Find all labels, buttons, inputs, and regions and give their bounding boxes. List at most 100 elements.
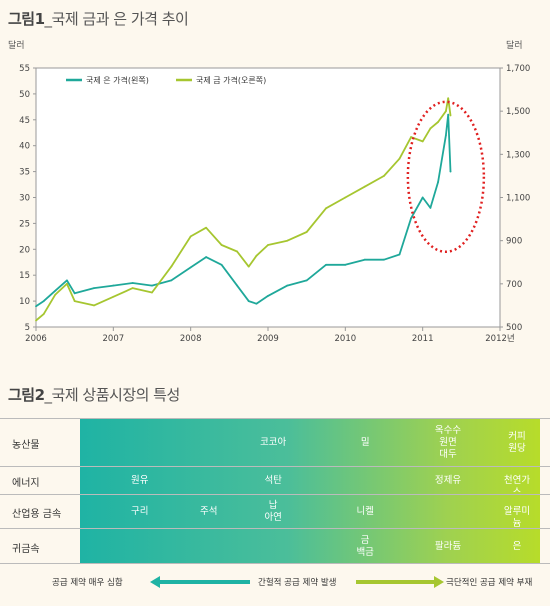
left-tick-label: 50 (19, 90, 30, 100)
x-tick-label: 2008 (180, 334, 202, 344)
commodity-cell: 커피 원당 (508, 431, 526, 454)
series-point (131, 282, 134, 284)
arrow-mid-label: 간헐적 공급 제약 발생 (258, 578, 337, 588)
left-tick-label: 20 (19, 245, 30, 255)
series-point (151, 284, 153, 287)
series-point (170, 279, 173, 282)
commodity-cell: 은 (512, 540, 522, 552)
table-row: 에너지 원유 석탄 정제유 천연가스 (0, 466, 550, 498)
left-axis-unit: 달러 (8, 39, 25, 51)
commodity-cell: 납 아연 (264, 500, 282, 523)
series-point (35, 319, 37, 322)
series-point (247, 300, 250, 302)
x-tick-label: 2006 (25, 334, 47, 344)
left-tick-label: 55 (19, 64, 30, 74)
commodity-cell: 코코아 (260, 437, 287, 448)
supply-constraint-gradient-band (80, 418, 540, 563)
left-tick-label: 30 (19, 194, 30, 204)
series-point (305, 231, 308, 233)
figure1-title: 그림1_국제 금과 은 가격 추이 (8, 8, 189, 29)
arrow-right-label: 극단적인 공급 제약 부재 (446, 578, 533, 588)
series-point (42, 300, 45, 302)
series-point (421, 196, 424, 199)
series-point (286, 284, 289, 287)
series-point (286, 239, 289, 242)
right-tick-label: 900 (506, 237, 522, 247)
table-row: 농산물 코코아 밀 옥수수 원면 대두 커피 원당 (0, 418, 550, 467)
commodity-cell: 금 백금 (356, 534, 374, 558)
series-point (267, 244, 269, 246)
series-point (429, 206, 432, 209)
figure2-title-text: _국제 상품시장의 특성 (44, 386, 181, 404)
series-point (54, 293, 57, 296)
series-point (205, 256, 208, 258)
left-tick-label: 35 (19, 168, 30, 178)
series-point (410, 136, 412, 138)
row-label: 귀금속 (12, 543, 40, 555)
series-point (410, 217, 412, 220)
series-point (421, 140, 424, 143)
series-point (73, 292, 76, 295)
series-point (437, 181, 440, 183)
right-tick-label: 1,100 (506, 194, 530, 204)
series-point (398, 157, 401, 160)
series-point (449, 114, 452, 117)
series-point (429, 127, 432, 130)
commodity-cell: 천연가스 (503, 475, 531, 498)
row-label: 에너지 (12, 478, 40, 489)
commodity-cell: 구리 (131, 506, 149, 517)
highlight-ellipse (406, 100, 486, 254)
commodity-cell: 밀 (360, 437, 370, 448)
commodity-cell: 니켈 (356, 506, 374, 517)
series-point (447, 113, 450, 116)
series-point (344, 196, 347, 199)
series-point (255, 302, 258, 305)
series-point (437, 121, 440, 123)
series-point (170, 265, 173, 268)
arrow-right-graphic (356, 576, 444, 588)
figure1-title-number: 그림1 (8, 10, 45, 28)
series-point (383, 258, 385, 261)
series-point (267, 295, 269, 297)
series-point (93, 304, 95, 307)
series-point (255, 254, 258, 257)
series-point (305, 279, 308, 282)
series-point (325, 263, 327, 266)
series-point (66, 282, 68, 285)
series-point (189, 235, 192, 238)
figure2-title: 그림2_국제 상품시장의 특성 (8, 384, 180, 405)
legend-label: 국제 금 가격(오른쪽) (196, 75, 266, 85)
series-point (236, 284, 238, 287)
price-line-chart: 달러 달러 55 50 45 40 35 30 25 20 15 10 5 1,700 1,500 1,300… (8, 39, 530, 344)
left-tick-label: 45 (19, 116, 30, 126)
arrow-left-graphic (150, 576, 250, 588)
series-point (344, 263, 347, 266)
legend-label: 국제 은 가격(왼쪽) (86, 75, 149, 85)
x-tick-label: 2011 (412, 334, 434, 344)
series-point (131, 287, 134, 290)
series-point (449, 170, 452, 173)
commodity-cell: 옥수수 원면 대두 (434, 425, 462, 460)
supply-constraint-scale: 공급 제약 매우 심함 간헐적 공급 제약 발생 극단적인 공급 제약 부재 (0, 572, 550, 592)
series-point (383, 175, 385, 177)
left-tick-label: 10 (19, 297, 30, 307)
series-point (151, 291, 153, 294)
arrow-left-label: 공급 제약 매우 심함 (52, 578, 123, 588)
series-point (363, 258, 366, 261)
commodity-cell: 주석 (200, 506, 218, 517)
row-label: 산업용 금속 (12, 509, 62, 520)
commodity-cell: 원유 (131, 475, 149, 486)
left-tick-label: 15 (19, 271, 30, 281)
x-tick-label: 2010 (335, 334, 357, 344)
right-tick-label: 1,300 (506, 150, 530, 160)
right-axis-unit: 달러 (506, 39, 523, 51)
right-tick-label: 500 (506, 323, 522, 333)
series-point (220, 263, 223, 266)
commodity-cell: 정제유 (434, 475, 462, 486)
series-point (220, 244, 223, 246)
series-point (398, 253, 401, 256)
commodity-cell: 팔라듐 (434, 540, 462, 552)
x-tick-label: 2009 (257, 334, 279, 344)
series-point (325, 207, 327, 210)
left-tick-label: 40 (19, 142, 30, 152)
